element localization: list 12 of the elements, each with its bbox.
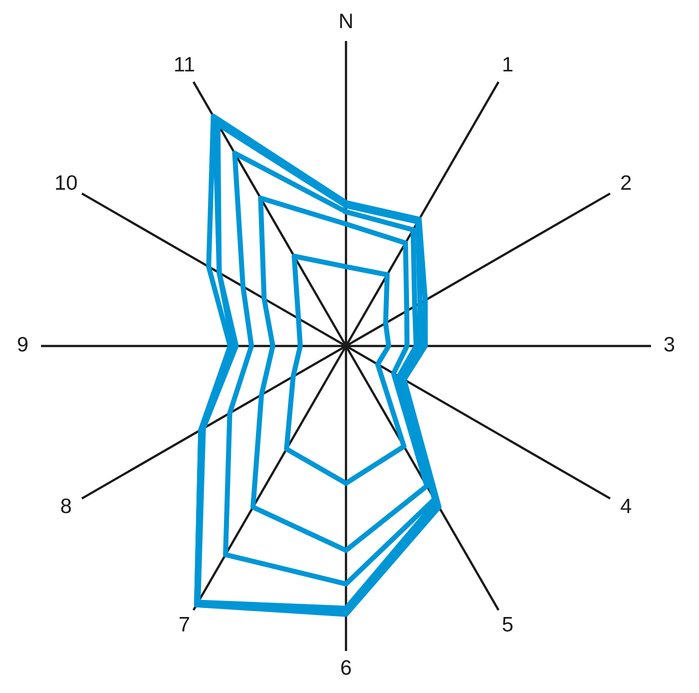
spoke-label: 11 [175, 57, 194, 72]
spoke-label: 3 [664, 336, 674, 352]
spoke-label: 7 [180, 617, 190, 632]
spoke-label: 5 [502, 617, 513, 632]
spoke-label: N [340, 14, 352, 28]
spoke-label: 6 [341, 660, 351, 675]
spoke-label: 10 [56, 175, 77, 190]
spoke-label: 4 [620, 498, 632, 514]
spoke-label: 8 [61, 498, 71, 514]
spoke-label: 9 [18, 336, 28, 352]
spoke-label: 1 [503, 57, 512, 72]
spoke-label: 2 [621, 175, 631, 190]
